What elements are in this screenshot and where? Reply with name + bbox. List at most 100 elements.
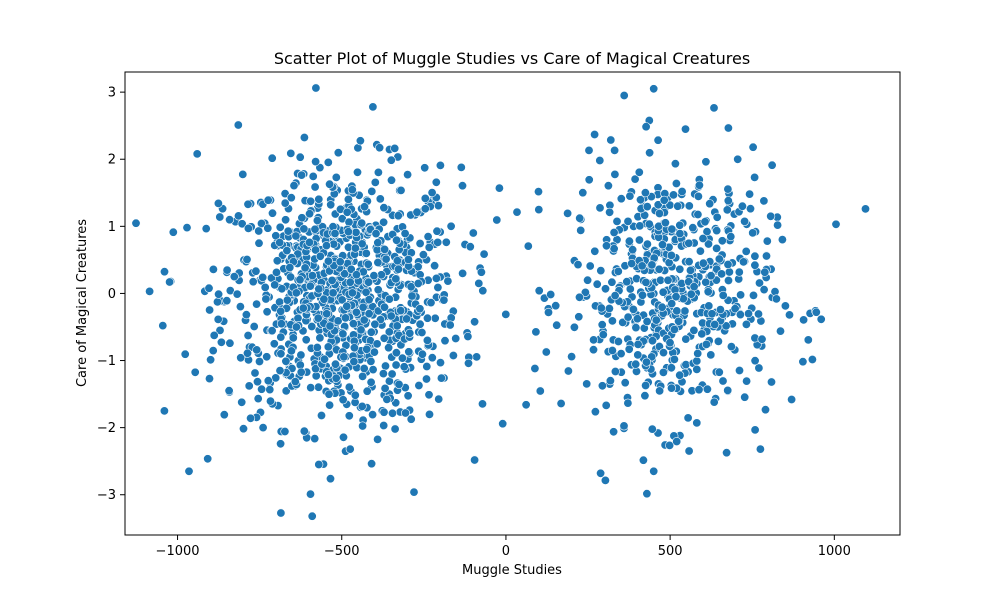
scatter-point	[296, 350, 306, 360]
scatter-point	[269, 339, 279, 349]
scatter-point	[313, 313, 323, 323]
scatter-point	[297, 213, 307, 223]
scatter-point	[660, 218, 670, 228]
scatter-point	[701, 157, 711, 167]
scatter-point	[610, 291, 620, 301]
scatter-point	[364, 277, 374, 287]
scatter-point	[672, 436, 682, 446]
scatter-point	[276, 508, 286, 518]
scatter-point	[205, 374, 215, 384]
scatter-point	[759, 285, 769, 295]
scatter-point	[767, 160, 777, 170]
scatter-point	[280, 189, 290, 199]
scatter-point	[343, 227, 353, 237]
scatter-point	[439, 295, 449, 305]
scatter-point	[299, 426, 309, 436]
scatter-point	[251, 266, 261, 276]
scatter-point	[573, 260, 583, 270]
scatter-point	[671, 179, 681, 189]
scatter-point	[474, 278, 484, 288]
scatter-point	[412, 207, 422, 217]
scatter-point	[677, 187, 687, 197]
scatter-point	[468, 228, 478, 238]
scatter-point	[618, 317, 628, 327]
scatter-point	[811, 307, 821, 317]
scatter-point	[610, 366, 620, 376]
scatter-point	[647, 336, 657, 346]
scatter-point	[362, 344, 372, 354]
scatter-point	[323, 157, 333, 167]
scatter-point	[596, 468, 606, 478]
scatter-point	[204, 283, 214, 293]
scatter-point	[658, 287, 668, 297]
scatter-point	[286, 148, 296, 158]
scatter-point	[724, 267, 734, 277]
scatter-point	[436, 373, 446, 383]
scatter-point	[415, 239, 425, 249]
scatter-point	[205, 305, 215, 315]
scatter-point	[219, 410, 229, 420]
scatter-point	[254, 226, 264, 236]
scatter-point	[390, 424, 400, 434]
scatter-point	[667, 299, 677, 309]
scatter-point	[479, 249, 489, 259]
scatter-point	[289, 181, 299, 191]
scatter-point	[417, 327, 427, 337]
scatter-point	[234, 211, 244, 221]
scatter-point	[229, 272, 239, 282]
scatter-point	[392, 321, 402, 331]
scatter-point	[345, 277, 355, 287]
scatter-point	[750, 260, 760, 270]
scatter-point	[750, 251, 760, 261]
scatter-point	[607, 277, 617, 287]
scatter-point	[424, 242, 434, 252]
scatter-point	[323, 370, 333, 380]
scatter-point	[734, 365, 744, 375]
scatter-point	[409, 487, 419, 497]
scatter-point	[684, 201, 694, 211]
scatter-point	[601, 400, 611, 410]
scatter-point	[607, 345, 617, 355]
scatter-point	[601, 241, 611, 251]
scatter-point	[373, 238, 383, 248]
scatter-point	[415, 319, 425, 329]
scatter-point	[675, 264, 685, 274]
scatter-point	[305, 281, 315, 291]
scatter-point	[299, 133, 309, 143]
scatter-point	[391, 274, 401, 284]
scatter-point	[307, 321, 317, 331]
scatter-point	[402, 314, 412, 324]
scatter-point	[276, 332, 286, 342]
scatter-point	[260, 282, 270, 292]
scatter-point	[357, 401, 367, 411]
scatter-point	[784, 310, 794, 320]
scatter-point	[619, 91, 629, 101]
scatter-point	[750, 356, 760, 366]
scatter-point	[588, 345, 598, 355]
scatter-point	[578, 188, 588, 198]
x-tick-label: 500	[658, 544, 683, 559]
scatter-point	[600, 475, 610, 485]
scatter-point	[357, 239, 367, 249]
scatter-point	[387, 369, 397, 379]
scatter-point	[458, 268, 468, 278]
scatter-point	[243, 199, 253, 209]
scatter-point	[369, 271, 379, 281]
scatter-point	[710, 319, 720, 329]
scatter-point	[712, 212, 722, 222]
scatter-point	[631, 323, 641, 333]
scatter-point	[737, 201, 747, 211]
scatter-point	[291, 288, 301, 298]
scatter-point	[433, 237, 443, 247]
scatter-point	[610, 169, 620, 179]
scatter-point	[379, 302, 389, 312]
scatter-point	[380, 244, 390, 254]
scatter-point	[281, 215, 291, 225]
scatter-point	[338, 395, 348, 405]
scatter-point	[441, 237, 451, 247]
scatter-point	[715, 305, 725, 315]
scatter-point	[397, 353, 407, 363]
x-axis-ticks: −1000 −500 0 500 1000	[156, 535, 851, 559]
scatter-point	[396, 306, 406, 316]
scatter-point	[712, 243, 722, 253]
